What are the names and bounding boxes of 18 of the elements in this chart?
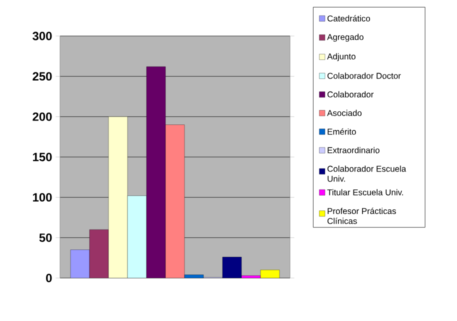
legend-label: Colaborador: [328, 91, 374, 98]
legend-label: Titular Escuela Univ.: [327, 189, 404, 196]
legend-label: Colaborador Escuela Univ.: [328, 166, 406, 182]
y-tick-label: 150: [33, 152, 52, 162]
legend-label: Profesor Prácticas Clínicas: [328, 208, 396, 224]
legend-label: Colaborador Doctor: [328, 72, 401, 79]
legend-label: Agregado: [327, 34, 364, 42]
y-tick-label: 100: [33, 193, 52, 202]
y-tick-label: 250: [32, 72, 52, 81]
legend-label: Emérito: [328, 128, 356, 135]
legend-label: Extraordinario: [328, 146, 380, 154]
legend-label: Catedrático: [328, 15, 370, 22]
y-tick-label: 200: [32, 112, 52, 121]
y-tick-label: 0: [46, 274, 52, 282]
y-tick-label: 50: [39, 233, 52, 242]
y-tick-label: 300: [32, 32, 52, 40]
legend-label: Adjunto: [327, 53, 356, 62]
legend-label: Asociado: [327, 110, 362, 116]
